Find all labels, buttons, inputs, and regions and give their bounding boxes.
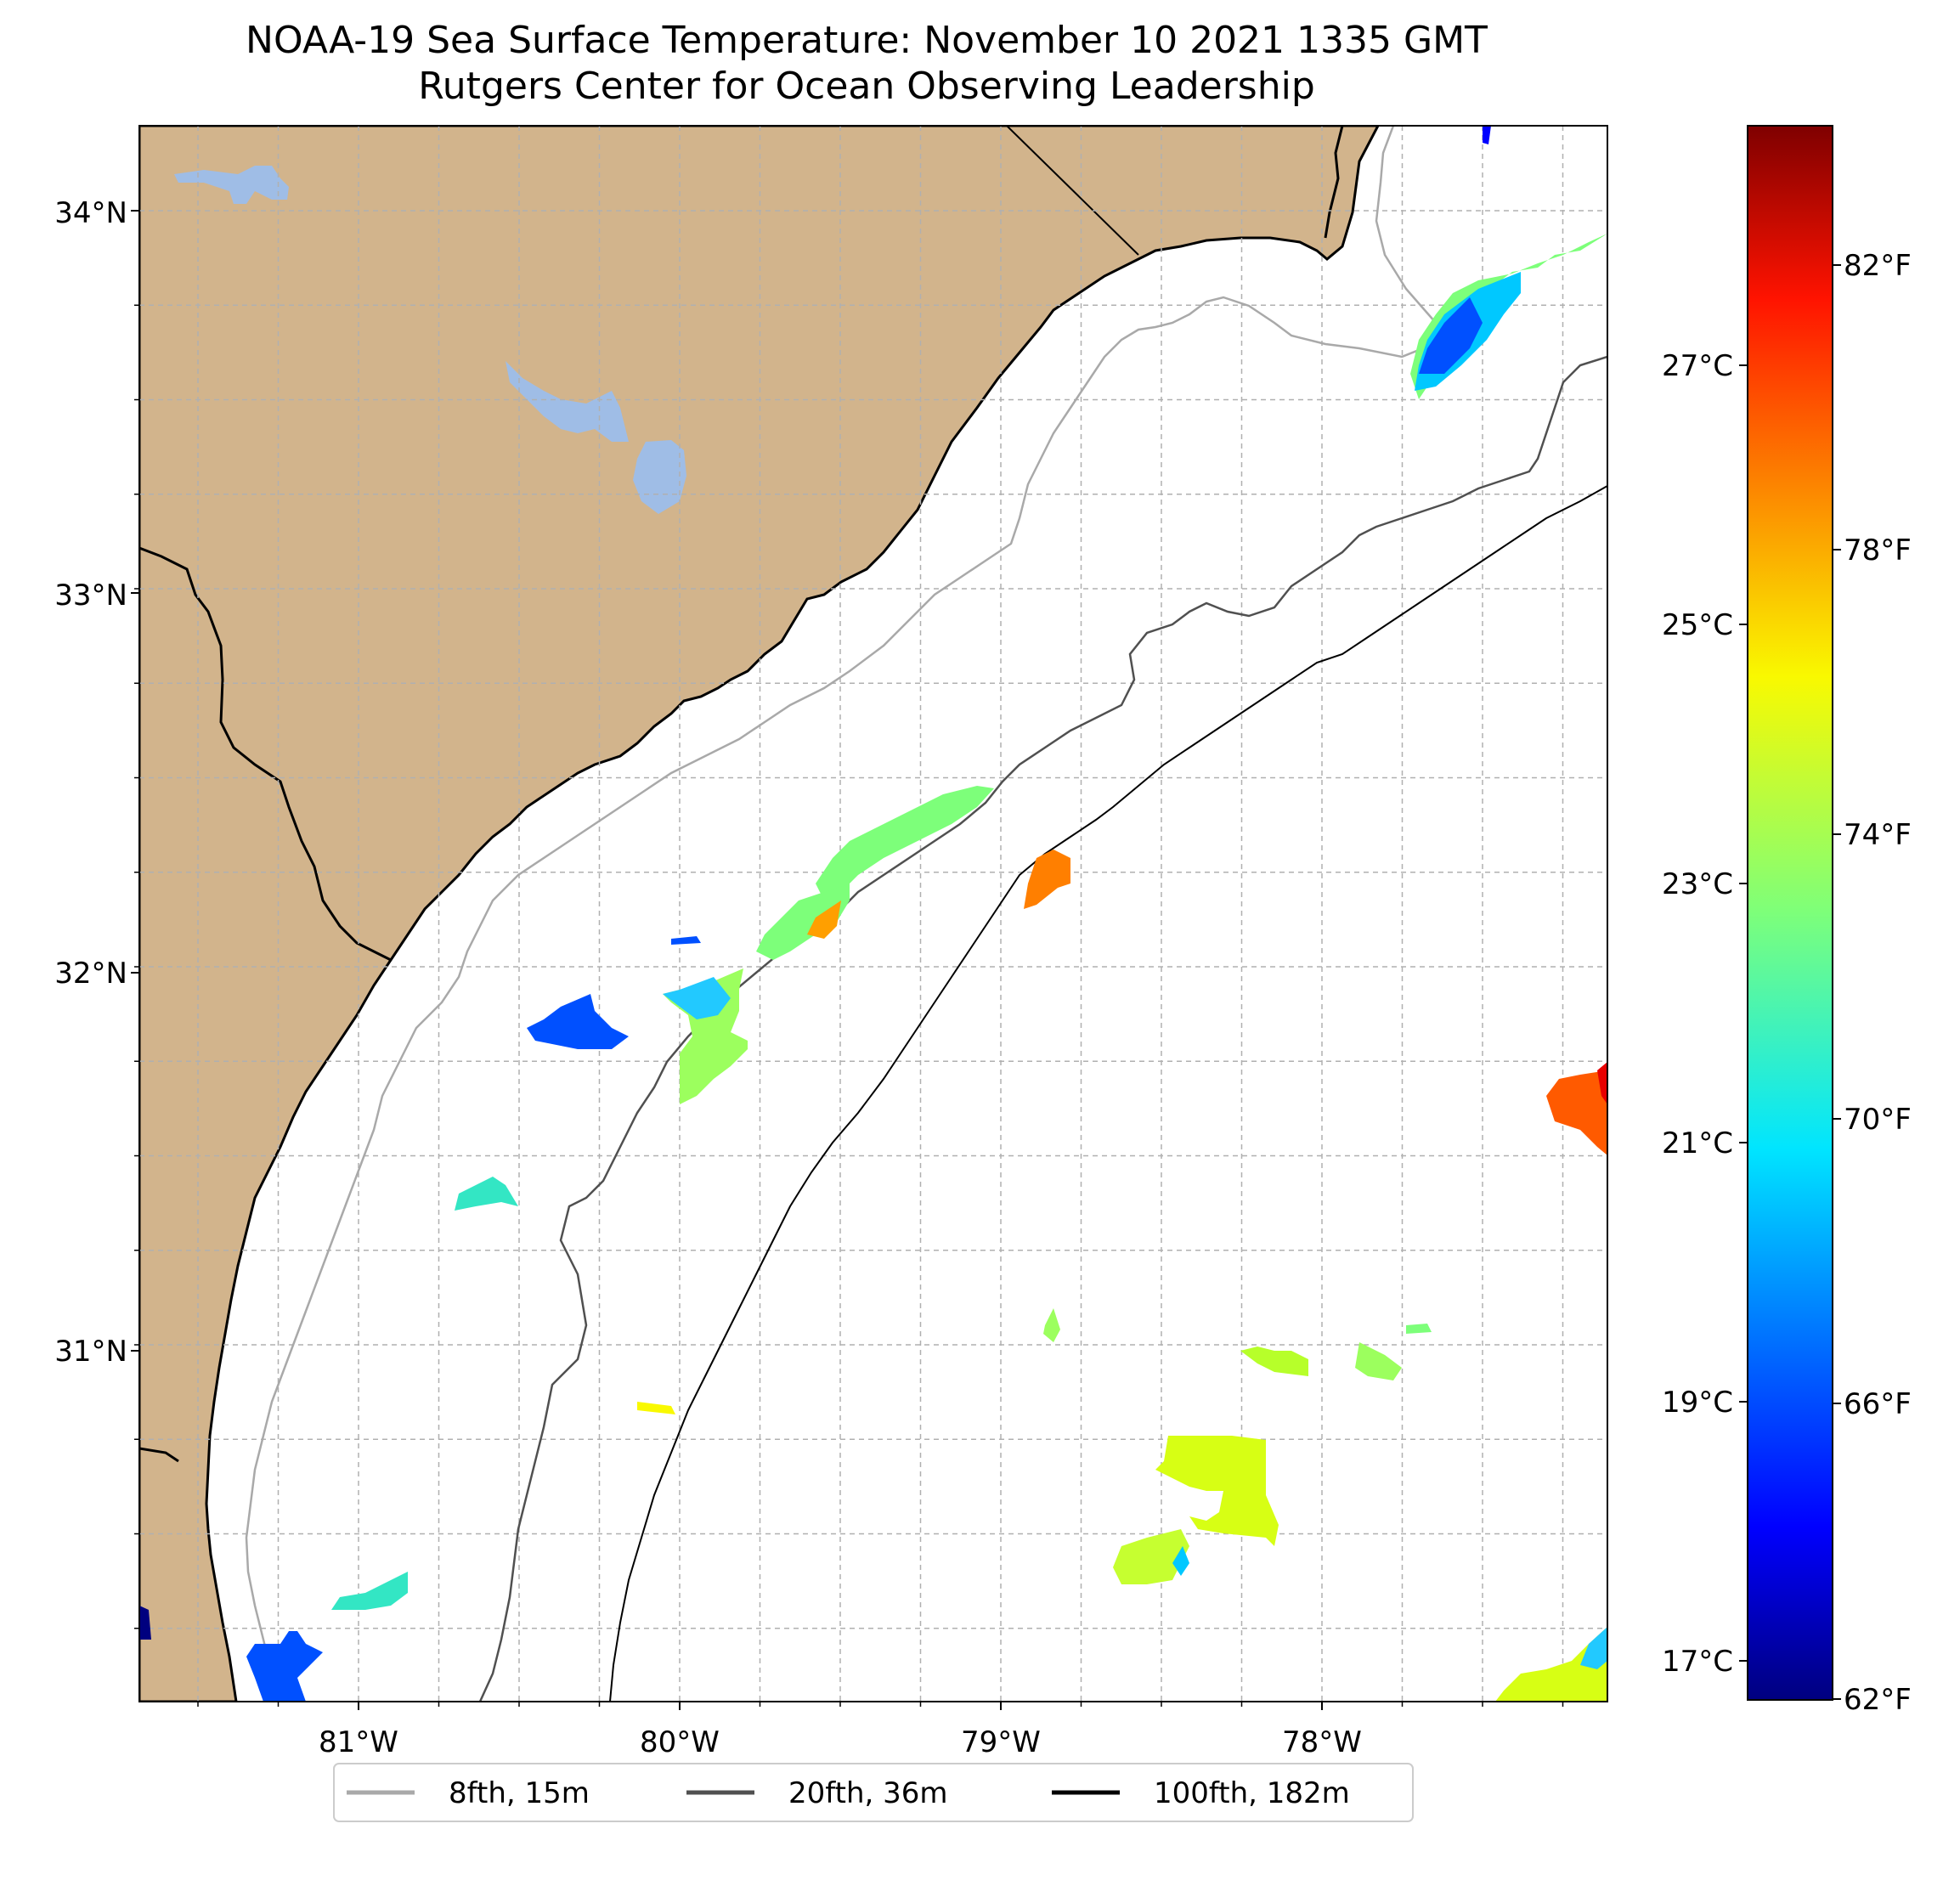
- sst-patch: [139, 1606, 151, 1640]
- sst-patch: [1043, 1308, 1060, 1342]
- sst-patch: [1406, 1324, 1432, 1334]
- sst-patch: [671, 936, 701, 945]
- colorbar-f-label: 78°F: [1844, 534, 1912, 567]
- sst-patch: [331, 1572, 408, 1610]
- colorbar-c-label: 25°C: [1662, 608, 1733, 642]
- lat-label-33: 33°N: [54, 579, 127, 613]
- colorbar-f-label: 74°F: [1844, 818, 1912, 852]
- map-ticks: [131, 210, 1564, 1710]
- colorbar-c-label: 27°C: [1662, 349, 1733, 383]
- river-line: [139, 546, 392, 962]
- map-subtitle: Rutgers Center for Ocean Observing Leade…: [418, 65, 1315, 108]
- gridlines: [139, 126, 1607, 1702]
- sst-patch: [1419, 297, 1483, 374]
- isobath-100fth: [609, 485, 1607, 1702]
- colorbar-gradient: [1747, 125, 1833, 1701]
- sst-patch: [1483, 126, 1491, 144]
- isobath-8fth: [245, 126, 1446, 1702]
- lon-label-80: 80°W: [640, 1725, 720, 1759]
- sst-patch: [756, 884, 850, 960]
- river-line-south: [139, 1447, 179, 1463]
- isobath-legend: 8fth, 15m 20fth, 36m 100fth, 182m: [333, 1763, 1414, 1822]
- legend-label-100fth: 100fth, 182m: [1154, 1776, 1350, 1810]
- sst-patch: [637, 1402, 675, 1414]
- lon-label-78: 78°W: [1282, 1725, 1362, 1759]
- legend-label-8fth: 8fth, 15m: [449, 1776, 590, 1810]
- sst-patch: [1355, 1342, 1402, 1380]
- state-border: [1006, 126, 1139, 256]
- colorbar-c-label: 21°C: [1662, 1126, 1733, 1160]
- lat-label-32: 32°N: [54, 957, 127, 991]
- colorbar-c-label: 19°C: [1662, 1386, 1733, 1420]
- sst-patch: [1495, 1627, 1607, 1702]
- colorbar-f-label: 66°F: [1844, 1387, 1912, 1421]
- sst-patch: [1597, 1062, 1607, 1104]
- lake-moultrie: [506, 361, 629, 442]
- sst-patch: [1024, 850, 1070, 909]
- sst-patch: [807, 900, 841, 939]
- colorbar-f-label: 62°F: [1844, 1683, 1912, 1717]
- legend-box: [333, 1763, 1414, 1822]
- lake-small: [633, 440, 686, 514]
- land-mass: [139, 126, 1380, 1702]
- sst-patch: [1240, 1346, 1308, 1376]
- colorbar-f-label: 70°F: [1844, 1103, 1912, 1137]
- sst-patch: [1172, 1546, 1189, 1576]
- colorbar-f-label: 82°F: [1844, 249, 1912, 283]
- legend-label-20fth: 20fth, 36m: [788, 1776, 948, 1810]
- coastal-inlet: [1324, 126, 1344, 239]
- colorbar-c-label: 17°C: [1662, 1645, 1733, 1679]
- lon-label-79: 79°W: [961, 1725, 1041, 1759]
- lat-label-34: 34°N: [54, 196, 127, 230]
- sst-patch: [1155, 1436, 1279, 1546]
- sst-patch: [816, 786, 994, 900]
- colorbar-ticks: [1739, 264, 1841, 1700]
- sst-patch: [455, 1177, 518, 1211]
- sst-data: [139, 126, 1607, 1702]
- sst-patch: [527, 994, 629, 1049]
- sst-patch: [1580, 1627, 1607, 1669]
- map-frame: [138, 125, 1608, 1702]
- isobath-20fth: [478, 355, 1607, 1702]
- sst-patch: [1546, 1070, 1607, 1155]
- lon-label-81: 81°W: [319, 1725, 398, 1759]
- lat-label-31: 31°N: [54, 1335, 127, 1369]
- sst-patch: [663, 977, 731, 1019]
- colorbar-c-label: 23°C: [1662, 867, 1733, 901]
- sst-patch: [1113, 1529, 1189, 1584]
- map-panel[interactable]: [139, 126, 1607, 1702]
- lake-marion: [174, 166, 289, 204]
- map-title: NOAA-19 Sea Surface Temperature: Novembe…: [246, 19, 1488, 62]
- sst-patch: [246, 1631, 323, 1702]
- colorbar: 82°F 78°F 74°F 70°F 66°F 62°F 27°C 25°C …: [1662, 125, 1912, 1717]
